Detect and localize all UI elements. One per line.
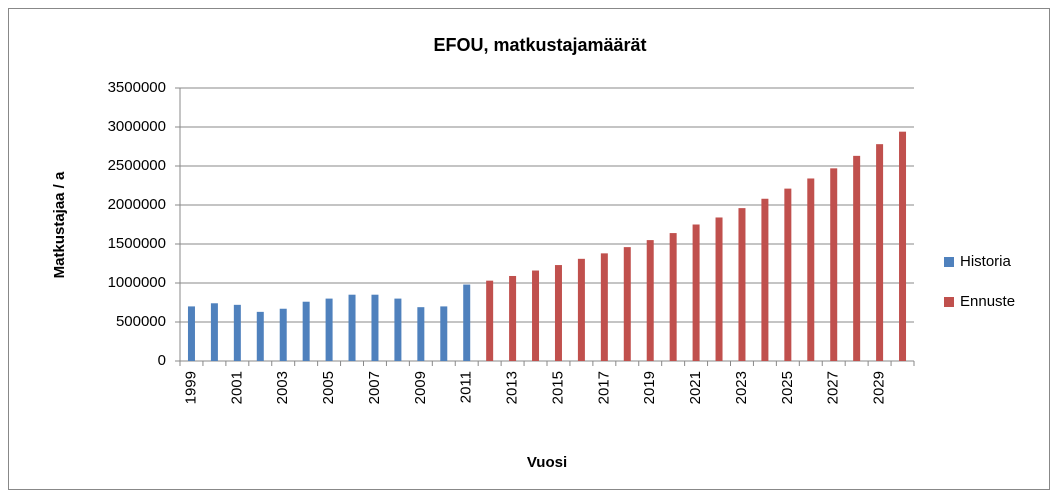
bar <box>623 247 631 361</box>
x-tick-label: 2029 <box>871 371 888 404</box>
chart-title: EFOU, matkustajamäärät <box>433 35 646 55</box>
bar <box>715 217 723 361</box>
bar <box>256 311 264 361</box>
legend-label: Ennuste <box>960 293 1015 310</box>
bar <box>394 298 402 361</box>
x-tick-label: 2015 <box>549 371 566 404</box>
bar <box>692 224 700 361</box>
x-tick-label: 2013 <box>504 371 521 404</box>
y-tick-label: 2500000 <box>108 157 166 174</box>
y-tick-label: 0 <box>158 352 166 369</box>
bar <box>554 265 562 361</box>
x-tick-label: 2011 <box>458 371 475 403</box>
x-tick-label: 2001 <box>228 371 245 404</box>
x-tick-label: 2027 <box>825 371 842 404</box>
x-tick-label: 2007 <box>366 371 383 404</box>
bar <box>187 306 195 361</box>
bar <box>853 155 861 361</box>
y-tick-label: 1500000 <box>108 235 166 252</box>
legend-swatch <box>944 257 954 267</box>
bar <box>830 168 838 361</box>
bar <box>669 233 677 361</box>
bar <box>876 144 884 361</box>
bar <box>279 308 287 361</box>
x-tick-label: 2023 <box>733 371 750 404</box>
bar <box>899 131 907 361</box>
bar <box>577 258 585 361</box>
x-tick-label: 1999 <box>182 371 199 404</box>
x-tick-label: 2017 <box>595 371 612 404</box>
y-tick-label: 500000 <box>116 313 166 330</box>
y-tick-label: 2000000 <box>108 196 166 213</box>
bar <box>463 284 471 361</box>
y-tick-label: 3000000 <box>108 118 166 135</box>
x-tick-label: 2005 <box>320 371 337 404</box>
bar <box>738 208 746 361</box>
y-tick-label: 3500000 <box>108 79 166 96</box>
bar <box>784 188 792 361</box>
bar <box>417 307 425 361</box>
bar <box>233 304 241 361</box>
legend-swatch <box>944 297 954 307</box>
x-tick-label: 2003 <box>274 371 291 404</box>
bar <box>646 240 654 361</box>
bar <box>302 301 310 361</box>
bar <box>348 294 356 361</box>
legend-label: Historia <box>960 253 1012 270</box>
x-tick-label: 2019 <box>641 371 658 404</box>
y-axis-title: Matkustajaa / a <box>51 171 68 278</box>
x-tick-label: 2009 <box>412 371 429 404</box>
bar <box>532 270 540 361</box>
bar <box>600 253 608 361</box>
bar <box>807 178 815 361</box>
chart-border <box>8 8 1050 490</box>
bar <box>440 306 448 361</box>
x-tick-label: 2025 <box>779 371 796 404</box>
bar <box>210 303 218 361</box>
bar <box>509 275 517 361</box>
x-tick-label: 2021 <box>687 371 704 404</box>
x-axis-title: Vuosi <box>527 454 567 471</box>
bar <box>371 294 379 361</box>
y-tick-label: 1000000 <box>108 274 166 291</box>
bar <box>761 198 769 361</box>
bar <box>486 280 494 361</box>
bar <box>325 298 333 361</box>
